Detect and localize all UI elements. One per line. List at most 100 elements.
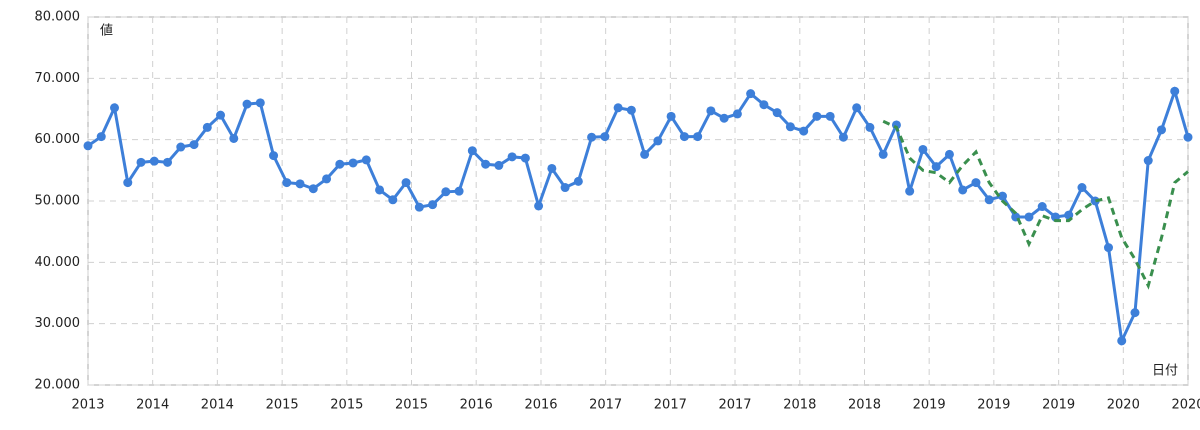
y-tick-label: 30.000 bbox=[35, 316, 81, 331]
data-point bbox=[1117, 336, 1127, 346]
data-point bbox=[772, 108, 782, 118]
data-point bbox=[375, 185, 385, 195]
x-tick-label: 2015 bbox=[266, 398, 299, 413]
x-axis-label: 日付 bbox=[1152, 364, 1178, 379]
data-point bbox=[653, 136, 663, 146]
data-point bbox=[600, 132, 610, 142]
data-point bbox=[573, 176, 583, 186]
data-point bbox=[732, 109, 742, 119]
x-tick-label: 2017 bbox=[654, 398, 687, 413]
data-point bbox=[454, 186, 464, 196]
data-point bbox=[626, 105, 636, 115]
x-tick-label: 2019 bbox=[1042, 398, 1075, 413]
data-point bbox=[1090, 196, 1100, 206]
data-point bbox=[401, 178, 411, 188]
data-point bbox=[83, 141, 93, 151]
data-point bbox=[335, 159, 345, 169]
data-point bbox=[759, 100, 769, 110]
data-point bbox=[414, 202, 424, 212]
x-tick-label: 2015 bbox=[395, 398, 428, 413]
x-tick-label: 2018 bbox=[783, 398, 816, 413]
data-point bbox=[1170, 86, 1180, 96]
data-point bbox=[1077, 183, 1087, 193]
data-point bbox=[944, 149, 954, 159]
data-point bbox=[560, 183, 570, 193]
data-point bbox=[96, 132, 106, 142]
data-point bbox=[693, 132, 703, 142]
data-point bbox=[282, 178, 292, 188]
data-point bbox=[865, 122, 875, 132]
series-line bbox=[882, 119, 1189, 290]
data-point bbox=[242, 99, 252, 109]
data-point bbox=[322, 174, 332, 184]
data-point bbox=[613, 103, 623, 113]
data-point bbox=[640, 149, 650, 159]
data-point bbox=[507, 152, 517, 162]
data-point bbox=[679, 132, 689, 142]
data-point bbox=[746, 89, 756, 99]
x-tick-label: 2013 bbox=[71, 398, 104, 413]
data-point bbox=[838, 132, 848, 142]
x-tick-label: 2019 bbox=[977, 398, 1010, 413]
data-point bbox=[123, 178, 133, 188]
y-tick-label: 50.000 bbox=[35, 194, 81, 209]
y-axis-label: 値 bbox=[100, 23, 113, 39]
data-point bbox=[666, 111, 676, 121]
data-point bbox=[587, 132, 597, 142]
data-point bbox=[1183, 132, 1193, 142]
data-point bbox=[997, 191, 1007, 201]
data-point bbox=[467, 146, 477, 156]
data-point bbox=[348, 158, 358, 168]
data-point bbox=[308, 184, 318, 194]
data-point bbox=[110, 103, 120, 113]
data-point bbox=[189, 140, 199, 150]
data-point bbox=[1037, 202, 1047, 212]
y-tick-label: 70.000 bbox=[35, 71, 81, 86]
data-point bbox=[547, 163, 557, 173]
data-point bbox=[269, 151, 279, 161]
x-tick-label: 2018 bbox=[848, 398, 881, 413]
data-point bbox=[388, 195, 398, 205]
data-point bbox=[958, 185, 968, 195]
data-point bbox=[719, 113, 729, 123]
x-tick-label: 2014 bbox=[201, 398, 234, 413]
data-point bbox=[1130, 308, 1140, 318]
data-point bbox=[799, 126, 809, 136]
y-tick-label: 20.000 bbox=[35, 378, 81, 393]
data-point bbox=[428, 200, 438, 210]
x-tick-label: 2020 bbox=[1171, 398, 1200, 413]
data-point bbox=[441, 187, 451, 197]
data-point bbox=[984, 195, 994, 205]
x-tick-label: 2020 bbox=[1107, 398, 1140, 413]
x-tick-label: 2019 bbox=[913, 398, 946, 413]
y-tick-label: 80.000 bbox=[35, 10, 81, 25]
data-point bbox=[216, 110, 226, 120]
series-line bbox=[87, 86, 1190, 347]
x-tick-label: 2015 bbox=[330, 398, 363, 413]
data-point bbox=[176, 142, 186, 152]
data-point bbox=[295, 179, 305, 189]
data-point bbox=[918, 144, 928, 154]
data-point bbox=[255, 98, 265, 108]
data-point bbox=[149, 156, 159, 166]
data-point bbox=[202, 122, 212, 132]
data-point bbox=[229, 133, 239, 143]
data-point bbox=[971, 178, 981, 188]
data-point bbox=[1156, 125, 1166, 135]
x-tick-label: 2014 bbox=[136, 398, 169, 413]
data-point bbox=[1024, 212, 1034, 222]
data-point bbox=[1143, 156, 1153, 166]
x-tick-label: 2016 bbox=[460, 398, 493, 413]
y-tick-label: 40.000 bbox=[35, 255, 81, 270]
data-point bbox=[931, 162, 941, 172]
x-tick-label: 2016 bbox=[524, 398, 557, 413]
data-point bbox=[905, 186, 915, 196]
data-point bbox=[825, 111, 835, 121]
data-point bbox=[534, 201, 544, 211]
data-point bbox=[785, 122, 795, 132]
data-point bbox=[361, 155, 371, 165]
data-point bbox=[163, 157, 173, 167]
data-point bbox=[520, 153, 530, 163]
data-point bbox=[706, 106, 716, 116]
